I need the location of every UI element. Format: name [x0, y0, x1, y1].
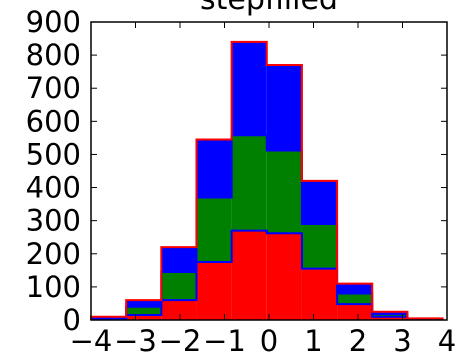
y-tick-label: 700 — [26, 71, 81, 105]
y-tick-label: 200 — [26, 237, 81, 271]
histogram-bin-series-2 — [301, 223, 338, 269]
axis-ticks — [90, 21, 448, 321]
histogram-bin-series-3 — [231, 41, 267, 136]
histogram-bin-series-3 — [126, 300, 162, 307]
y-tick-label: 800 — [26, 38, 81, 72]
y-tick-label: 900 — [26, 5, 81, 39]
y-tick-label: 600 — [26, 104, 81, 138]
series-outline-2 — [90, 134, 444, 320]
histogram-bin-series-3 — [337, 283, 373, 294]
histogram-bin-series-2 — [231, 135, 267, 231]
histogram-bin-series-3 — [161, 247, 197, 272]
x-tick-label: −2 — [159, 324, 202, 356]
histogram-bin-series-3 — [196, 139, 232, 198]
histogram-bin-series-1 — [196, 262, 232, 320]
histogram-bin-series-1 — [266, 233, 302, 320]
histogram-bin-series-1 — [161, 300, 197, 320]
y-tick-label: 0 — [63, 303, 81, 337]
x-tick-label: 3 — [393, 324, 411, 356]
histogram-bin-series-3 — [266, 65, 302, 151]
x-tick-label: −1 — [203, 324, 246, 356]
histogram-bin-series-3 — [372, 311, 408, 315]
histogram-outlines — [90, 40, 444, 321]
y-tick-label: 300 — [26, 204, 81, 238]
histogram-bin-series-2 — [372, 314, 408, 317]
y-tick-label: 400 — [26, 171, 81, 205]
histogram-bin-series-3 — [301, 180, 338, 224]
histogram-bin-series-2 — [266, 150, 302, 234]
x-tick-label: 4 — [438, 324, 456, 356]
histogram-bin-series-1 — [301, 268, 338, 320]
series-outline-1 — [90, 229, 444, 321]
histogram-bin-series-1 — [337, 304, 373, 320]
x-tick-label: 0 — [260, 324, 278, 356]
histogram-bin-series-1 — [372, 316, 408, 320]
histogram-bin-series-2 — [126, 306, 162, 316]
chart-title: stepfilled — [200, 0, 338, 17]
y-tick-label: 500 — [26, 137, 81, 171]
histogram-bin-series-1 — [126, 315, 162, 320]
histogram-bin-series-2 — [161, 271, 197, 301]
x-tick-label: −4 — [70, 324, 113, 356]
x-tick-label: −3 — [114, 324, 157, 356]
histogram-bin-series-2 — [337, 293, 373, 305]
x-tick-label: 1 — [304, 324, 322, 356]
y-tick-label: 100 — [26, 270, 81, 304]
histogram-bin-series-2 — [196, 197, 232, 263]
axis-tick-labels: −4 −3 −2 −1 0 1 2 3 4010020030040050060070080090… — [26, 5, 457, 356]
histogram-bars — [91, 41, 443, 320]
series-outline-3 — [90, 40, 444, 320]
x-tick-label: 2 — [349, 324, 367, 356]
histogram-bin-series-1 — [231, 230, 267, 320]
